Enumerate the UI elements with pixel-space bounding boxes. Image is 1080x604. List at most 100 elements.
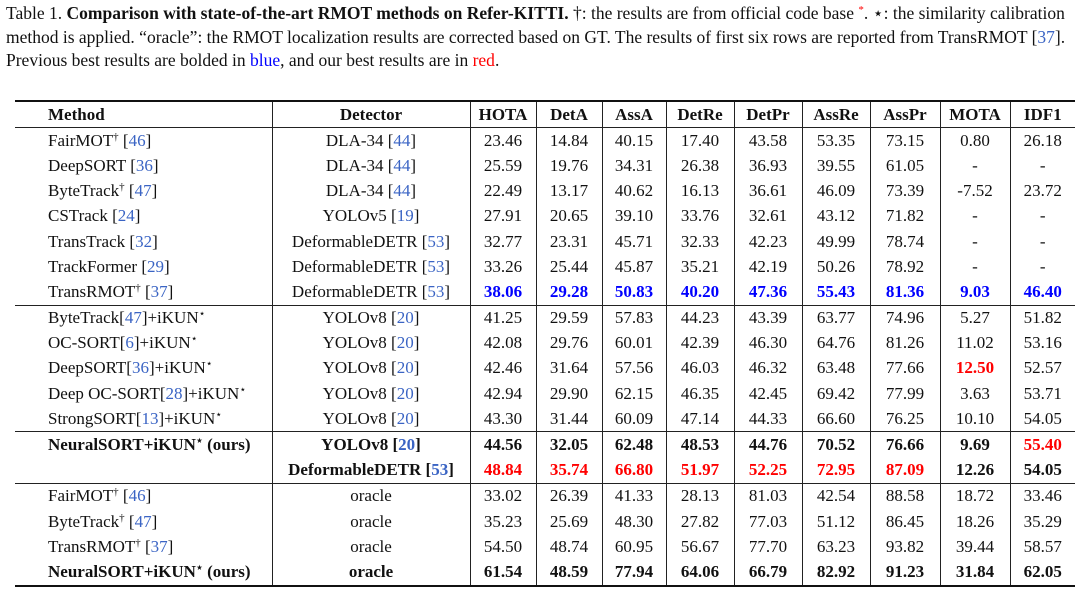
text-segment: 47 [134, 181, 152, 201]
metric-cell: 17.40 [665, 127, 734, 154]
detector-cell: DLA-34 [44] [271, 127, 470, 154]
detector-cell: YOLOv8 [20] [271, 330, 470, 356]
caption: Table 1. Comparison with state-of-the-ar… [6, 2, 1078, 73]
table-row: TransRMOT† [37] oracle 54.50 48.74 60.95 56.6… [15, 534, 1075, 560]
metric-cell: 35.74 [535, 457, 602, 484]
text-segment: ]+iKUN [182, 383, 240, 403]
text-segment: 44 [393, 155, 411, 175]
metric-cell: 48.59 [535, 559, 602, 586]
header-row: Method Detector HOTA DetA AssA DetRe DetPr AssR… [15, 101, 1075, 128]
metric-cell: 77.03 [733, 509, 802, 535]
metric-cell: 33.26 [469, 254, 536, 280]
method-cell: ByteTrack† [47] [15, 179, 272, 204]
text-segment: DLA-34 [ [325, 155, 394, 175]
metric-cell: 11.02 [939, 330, 1010, 356]
metric-cell: 63.23 [801, 534, 870, 560]
text-segment: ] [152, 155, 159, 175]
metric-cell: 55.43 [801, 279, 870, 305]
metric-cell: 78.74 [869, 228, 940, 255]
metric-cell: 88.58 [869, 483, 940, 509]
text-segment: . [494, 50, 500, 70]
text-segment: FairMOT [48, 130, 114, 150]
metric-cell: 40.62 [601, 178, 666, 204]
text-segment: ] [151, 181, 158, 201]
metric-cell: 62.05 [1009, 559, 1075, 586]
text-segment: 6 [125, 333, 134, 353]
metric-cell: 48.30 [601, 509, 666, 535]
text-segment: DeepSORT[ [48, 358, 132, 378]
metric-cell: - [939, 254, 1010, 280]
text-segment: ] [444, 256, 451, 276]
column-header: AssPr [869, 101, 940, 128]
text-segment: 53 [431, 460, 449, 480]
metric-cell: 53.35 [801, 127, 870, 154]
metric-cell: 46.03 [665, 355, 734, 382]
metric-cell: 66.60 [801, 406, 870, 432]
metric-cell: 51.97 [665, 457, 734, 484]
metric-cell: 10.10 [939, 406, 1010, 432]
metric-cell: 26.38 [665, 153, 734, 179]
text-segment: 37 [150, 281, 168, 301]
metric-cell: 42.19 [733, 254, 802, 280]
text-segment: red [472, 50, 495, 70]
metric-cell: 33.02 [469, 483, 536, 509]
detector-cell: oracle [271, 559, 470, 586]
text-segment: † [135, 536, 141, 549]
metric-cell: 35.29 [1009, 509, 1075, 535]
text-segment: ] [415, 435, 421, 455]
metric-cell: 16.13 [665, 178, 734, 204]
text-segment: YOLOv8 [ [322, 308, 397, 328]
metric-cell: 29.90 [535, 381, 602, 407]
text-segment: ] [145, 486, 152, 506]
text-segment: oracle [350, 486, 392, 506]
metric-cell: 48.53 [665, 431, 734, 458]
metric-cell: 60.09 [601, 406, 666, 432]
text-segment: [ [124, 181, 135, 201]
detector-cell: DeformableDETR [53] [271, 228, 470, 255]
text-segment: 36 [135, 155, 153, 175]
table-row: NeuralSORT+iKUN⋆ (ours) oracle 61.54 48.59 7… [15, 559, 1075, 586]
column-header: DetPr [733, 101, 802, 128]
text-segment: Deep OC-SORT[ [48, 383, 166, 403]
metric-cell: - [939, 228, 1010, 255]
row-group: FairMOT† [46] oracle 33.02 26.39 41.33 28.13 8… [15, 483, 1075, 586]
metric-cell: 23.72 [1009, 178, 1075, 204]
text-segment: ]+iKUN [158, 408, 216, 428]
metric-cell: 39.55 [801, 153, 870, 179]
metric-cell: 14.84 [535, 127, 602, 154]
text-segment: , and our best results are in [280, 50, 473, 70]
metric-cell: 32.77 [469, 228, 536, 255]
text-segment: Table 1. [6, 3, 67, 23]
text-segment: CSTrack [ [48, 206, 118, 226]
text-segment: * [858, 4, 864, 16]
metric-cell: 50.83 [601, 279, 666, 305]
detector-cell: DLA-34 [44] [271, 153, 470, 179]
text-segment: 53 [427, 256, 445, 276]
text-segment: 44 [393, 130, 411, 150]
text-segment: (ours) [202, 561, 251, 581]
metric-cell: 29.28 [535, 279, 602, 305]
metric-cell: 42.46 [469, 355, 536, 382]
metric-cell: 33.46 [1009, 483, 1075, 509]
text-segment: ]+iKUN [148, 358, 206, 378]
metric-cell: 9.69 [939, 431, 1010, 458]
metric-cell: - [1009, 228, 1075, 255]
text-segment: TrackFormer [ [48, 256, 147, 276]
text-segment: ] [410, 155, 417, 175]
metric-cell: 78.92 [869, 254, 940, 280]
column-header: HOTA [469, 101, 536, 128]
metric-cell: 26.39 [535, 483, 602, 509]
metric-cell: 28.13 [665, 483, 734, 509]
table-row: ByteTrack[47]+iKUN⋆ YOLOv8 [20] 41.25 29.59… [15, 305, 1075, 331]
text-segment: YOLOv8 [ [322, 333, 397, 353]
metric-cell: 49.99 [801, 228, 870, 255]
metric-cell: 41.25 [469, 305, 536, 331]
method-cell: TransRMOT† [37] [15, 534, 272, 559]
text-segment: ]. Previous best results are bolded in [6, 26, 1066, 71]
metric-cell: 73.15 [869, 127, 940, 154]
text-segment: ] [444, 281, 451, 301]
metric-cell: 63.48 [801, 355, 870, 382]
metric-cell: 36.93 [733, 153, 802, 179]
column-header: Method [48, 104, 105, 124]
metric-cell: 82.92 [801, 559, 870, 586]
